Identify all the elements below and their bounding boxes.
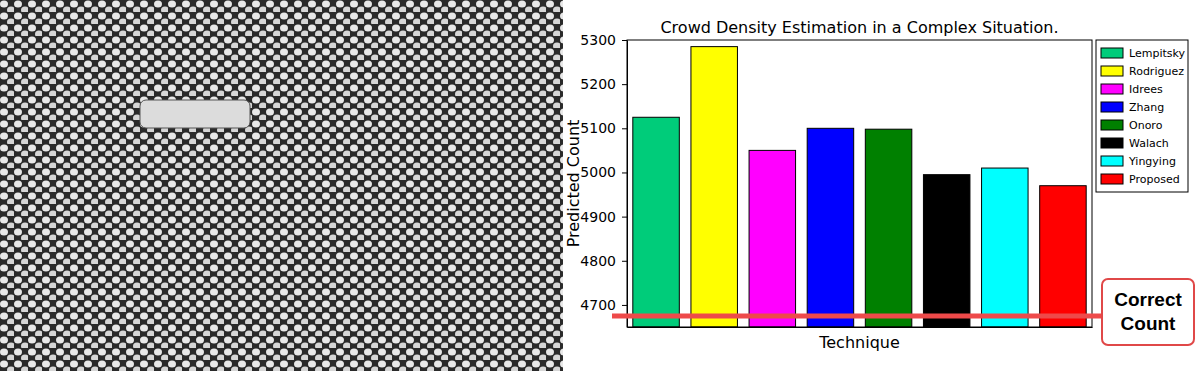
bar xyxy=(807,128,854,327)
legend-item: Yingying xyxy=(1101,155,1176,168)
vehicle xyxy=(140,100,250,128)
legend-swatch xyxy=(1101,84,1123,94)
x-axis xyxy=(628,327,1093,328)
legend-item: Proposed xyxy=(1101,173,1180,186)
legend-label: Lempitsky xyxy=(1129,47,1185,60)
legend-label: Proposed xyxy=(1129,173,1180,186)
y-axis-line xyxy=(627,41,628,328)
bar xyxy=(691,47,738,327)
legend-label: Rodriguez xyxy=(1129,65,1184,78)
y-tick-mark xyxy=(622,84,627,85)
y-tick-mark xyxy=(622,261,627,262)
bar xyxy=(1040,186,1087,327)
y-tick-label: 4700 xyxy=(580,297,616,313)
y-tick-mark xyxy=(622,217,627,218)
legend-item: Rodriguez xyxy=(1101,65,1184,78)
canvas: 4700 4800 4900 5000 5100 5200 5300 Crowd Densit… xyxy=(0,0,1200,371)
legend-swatch xyxy=(1101,138,1123,148)
plot-frame xyxy=(627,40,1092,327)
legend-swatch xyxy=(1101,66,1123,76)
y-axis: 4700 4800 4900 5000 5100 5200 5300 xyxy=(580,32,627,328)
y-axis-title: Predicted Count xyxy=(564,120,583,248)
y-tick: 4700 xyxy=(580,297,627,313)
legend-swatch xyxy=(1101,174,1123,184)
legend-label: Zhang xyxy=(1129,101,1164,114)
x-axis-line xyxy=(628,327,1093,328)
y-tick-mark xyxy=(622,172,627,173)
reference-line xyxy=(612,313,1102,318)
legend-label: Walach xyxy=(1129,137,1169,150)
bar xyxy=(633,117,680,327)
x-axis-title: Technique xyxy=(818,333,900,352)
y-tick: 5000 xyxy=(580,164,627,180)
legend: Lempitsky Rodriguez Idrees Zhang Onoro Walach… xyxy=(1096,40,1188,192)
y-tick: 4900 xyxy=(580,209,627,225)
bar xyxy=(982,168,1029,327)
y-tick: 5200 xyxy=(580,76,627,92)
title: Crowd Density Estimation in a Complex Si… xyxy=(660,18,1058,37)
bar xyxy=(923,175,970,327)
legend-label: Onoro xyxy=(1129,119,1163,132)
legend-swatch xyxy=(1101,120,1123,130)
legend-item: Idrees xyxy=(1101,83,1163,96)
y-tick-mark xyxy=(622,128,627,129)
y-tick-mark xyxy=(622,305,627,306)
annotation-box xyxy=(1102,279,1194,345)
y-tick-label: 5300 xyxy=(580,32,616,48)
y-tick: 5100 xyxy=(580,120,627,136)
bar xyxy=(865,129,912,327)
legend-swatch xyxy=(1101,102,1123,112)
y-tick-label: 4800 xyxy=(580,253,616,269)
legend-label: Yingying xyxy=(1128,155,1176,168)
legend-box xyxy=(1096,40,1188,192)
bars xyxy=(633,47,1086,327)
annotation-text: CorrectCount xyxy=(1114,289,1182,334)
legend-item: Lempitsky xyxy=(1101,47,1185,60)
bar xyxy=(749,150,796,327)
legend-label: Idrees xyxy=(1129,83,1163,96)
crowd-photo xyxy=(0,0,563,371)
y-tick-label: 4900 xyxy=(580,209,616,225)
legend-swatch xyxy=(1101,48,1123,58)
y-tick-label: 5000 xyxy=(580,164,616,180)
y-tick: 4800 xyxy=(580,253,627,269)
legend-swatch xyxy=(1101,156,1123,166)
y-tick-label: 5200 xyxy=(580,76,616,92)
legend-item: Walach xyxy=(1101,137,1169,150)
legend-item: Zhang xyxy=(1101,101,1164,114)
y-tick-label: 5100 xyxy=(580,120,616,136)
y-tick-mark xyxy=(622,40,627,41)
y-tick: 5300 xyxy=(580,32,627,48)
legend-item: Onoro xyxy=(1101,119,1163,132)
